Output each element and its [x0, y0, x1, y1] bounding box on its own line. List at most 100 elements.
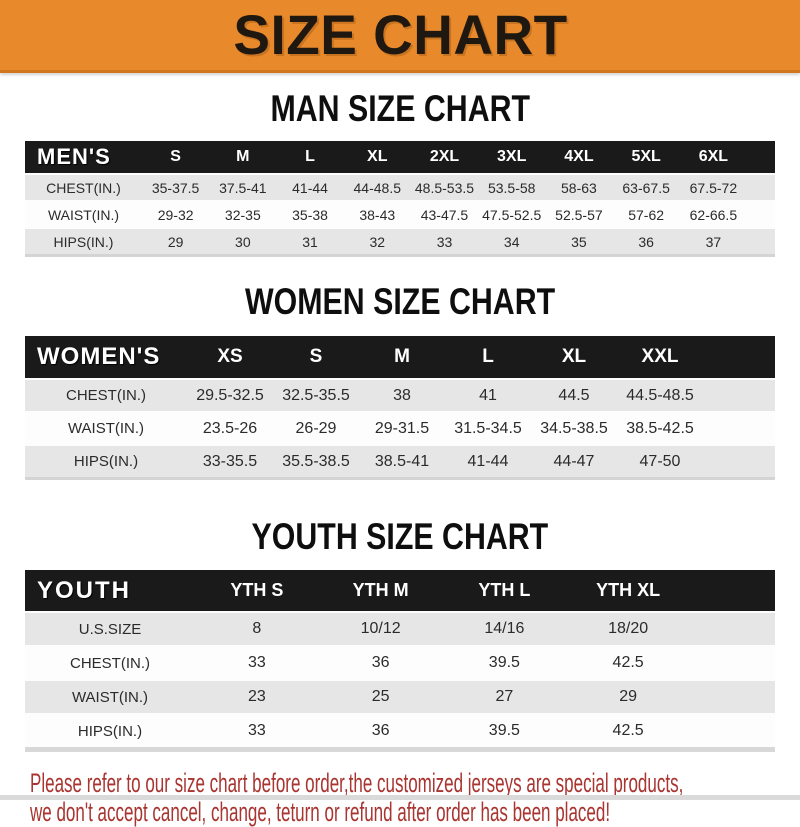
- section-women: WOMEN SIZE CHART WOMEN'S XS S M L XL XXL CHEST(…: [0, 283, 800, 480]
- table-cell: 29: [167, 233, 184, 250]
- table-cell: 31: [302, 233, 318, 250]
- men-size-table: MEN'S S M L XL 2XL 3XL 4XL 5XL 6XL CHEST(IN.) 35-37…: [25, 141, 775, 257]
- table-cell: 47.5-52.5: [482, 206, 542, 223]
- table-cell: 37.5-41: [219, 179, 267, 196]
- row-label: HIPS(IN.): [53, 233, 114, 250]
- row-label: WAIST(IN.): [71, 688, 149, 706]
- table-row: CHEST(IN.) 33 36 39.5 42.5: [25, 646, 775, 680]
- men-section-heading-text: MAN SIZE CHART: [270, 88, 530, 129]
- column-header: XL: [561, 346, 587, 367]
- table-cell: 52.5-57: [555, 206, 603, 223]
- header-spacer: [690, 570, 775, 612]
- row-spacer: [703, 445, 775, 479]
- table-cell: 33: [247, 654, 266, 671]
- table-cell: 35-38: [292, 206, 328, 223]
- table-cell: 37: [705, 233, 722, 250]
- section-youth: YOUTH SIZE CHART YOUTH YTH S YTH M YTH L YTH…: [0, 518, 800, 752]
- table-cell: 38: [393, 386, 411, 404]
- table-cell: 32.5-35.5: [282, 386, 350, 404]
- table-cell: 44.5: [558, 386, 590, 404]
- column-header: YTH M: [352, 580, 409, 600]
- table-row: WAIST(IN.) 23.5-26 26-29 29-31.5 31.5-34.5 34…: [25, 412, 775, 445]
- table-cell: 34.5-38.5: [540, 419, 608, 437]
- table-row: CHEST(IN.) 29.5-32.5 32.5-35.5 38 41 44.5 44.5…: [25, 379, 775, 412]
- table-cell: 29-31.5: [374, 419, 430, 437]
- table-cell: 18/20: [608, 620, 649, 637]
- table-cell: 67.5-72: [689, 179, 738, 196]
- table-cell: 8: [252, 620, 262, 637]
- row-spacer: [703, 379, 775, 412]
- table-cell: 39.5: [488, 722, 520, 739]
- row-spacer: [703, 412, 775, 445]
- table-cell: 29-32: [157, 206, 194, 223]
- row-spacer: [690, 680, 775, 714]
- table-header-row: YOUTH YTH S YTH M YTH L YTH XL: [25, 570, 775, 612]
- table-cell: 35.5-38.5: [282, 452, 350, 470]
- table-cell: 36: [371, 722, 390, 739]
- table-title-label: YOUTH: [37, 576, 131, 604]
- row-label: CHEST(IN.): [46, 179, 121, 196]
- column-header: 6XL: [698, 148, 729, 165]
- table-title-label: MEN'S: [37, 144, 111, 169]
- table-cell: 53.5-58: [487, 179, 536, 196]
- column-header: 4XL: [564, 148, 594, 165]
- row-spacer: [747, 201, 775, 228]
- column-header: 3XL: [497, 148, 527, 165]
- table-cell: 23: [247, 688, 266, 705]
- table-cell: 31.5-34.5: [454, 419, 522, 437]
- table-cell: 44-48.5: [353, 179, 401, 196]
- table-cell: 23.5-26: [202, 419, 258, 437]
- table-cell: 63-67.5: [622, 179, 670, 196]
- row-label: CHEST(IN.): [70, 654, 150, 672]
- table-cell: 33: [247, 722, 266, 739]
- table-cell: 36: [371, 654, 390, 671]
- table-row: HIPS(IN.) 33 36 39.5 42.5: [25, 714, 775, 750]
- women-section-heading-text: WOMEN SIZE CHART: [244, 281, 556, 322]
- table-cell: 43-47.5: [420, 206, 469, 223]
- bottom-edge-strip: [0, 795, 800, 800]
- section-men: MAN SIZE CHART MEN'S S M L XL 2XL 3XL 4XL 5XL 6XL…: [0, 90, 800, 257]
- row-spacer: [747, 174, 775, 201]
- column-header: XXL: [641, 346, 679, 367]
- table-cell: 44.5-48.5: [626, 386, 694, 404]
- table-cell: 35-37.5: [151, 179, 200, 196]
- row-spacer: [690, 646, 775, 680]
- table-cell: 41-44: [292, 179, 328, 196]
- table-cell: 35: [571, 233, 587, 250]
- column-header: YTH L: [478, 580, 531, 600]
- row-spacer: [690, 612, 775, 646]
- table-cell: 42.5: [612, 654, 644, 671]
- men-section-heading: MAN SIZE CHART: [0, 90, 800, 127]
- table-title-label: WOMEN'S: [37, 343, 161, 370]
- row-label: HIPS(IN.): [73, 453, 139, 470]
- column-header: YTH S: [230, 580, 284, 600]
- table-row: WAIST(IN.) 29-32 32-35 35-38 38-43 43-47.5 47.…: [25, 201, 775, 228]
- table-cell: 62-66.5: [689, 206, 738, 223]
- row-label: CHEST(IN.): [66, 387, 146, 404]
- row-label: WAIST(IN.): [67, 420, 145, 437]
- banner: SIZE CHART: [0, 0, 800, 73]
- table-cell: 33-35.5: [202, 452, 258, 470]
- table-row: HIPS(IN.) 33-35.5 35.5-38.5 38.5-41 41-44 44-…: [25, 445, 775, 479]
- table-cell: 41: [479, 386, 497, 404]
- row-label: U.S.SIZE: [78, 620, 142, 638]
- table-cell: 38-43: [359, 206, 396, 223]
- column-header: YTH XL: [596, 580, 661, 600]
- column-header: M: [236, 148, 250, 165]
- women-size-table: WOMEN'S XS S M L XL XXL CHEST(IN.) 29.5-32.5 32.5…: [25, 336, 775, 480]
- row-spacer: [747, 228, 775, 256]
- table-header-row: WOMEN'S XS S M L XL XXL: [25, 336, 775, 379]
- women-section-heading: WOMEN SIZE CHART: [0, 283, 800, 320]
- table-cell: 38.5-41: [374, 452, 430, 470]
- table-cell: 25: [371, 688, 390, 705]
- column-header: 5XL: [631, 148, 661, 165]
- table-cell: 42.5: [612, 722, 644, 739]
- youth-section-heading-text: YOUTH SIZE CHART: [251, 516, 549, 557]
- page-title: SIZE CHART: [232, 3, 568, 66]
- table-cell: 32-35: [224, 206, 261, 223]
- table-cell: 39.5: [488, 654, 520, 671]
- notice-line-2: we don't accept cancel, change, teturn o…: [30, 797, 611, 827]
- table-cell: 26-29: [295, 419, 337, 437]
- column-header: M: [394, 346, 410, 367]
